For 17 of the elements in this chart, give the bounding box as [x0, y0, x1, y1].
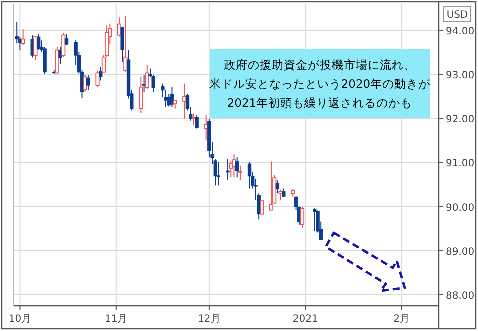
- y-tick-label: 90.00: [446, 202, 475, 214]
- y-tick-label: 93.00: [446, 70, 475, 82]
- y-tick-label: 88.00: [446, 290, 475, 302]
- x-tick-label: 2021: [292, 314, 318, 325]
- annotation: 米ドル安となったという2020年の動きが: [209, 77, 432, 91]
- annotation: 2021年初頭も繰り返されるのかも: [227, 96, 413, 110]
- annotation: 政府の援助資金が投機市場に流れ、: [224, 58, 416, 72]
- x-tick-label: 10月: [8, 314, 32, 325]
- x-tick-label: 11月: [105, 314, 128, 325]
- y-tick-label: 94.00: [446, 26, 475, 38]
- y-tick-label: 89.00: [446, 246, 475, 258]
- x-tick-label: 2月: [394, 314, 410, 325]
- y-tick-label: 91.00: [446, 158, 475, 170]
- y-axis-title: USD: [446, 10, 468, 21]
- x-tick-label: 12月: [198, 314, 221, 325]
- annotation: 政府の援助資金が投機市場に流れ、 米ドル安となったという2020年の動きが 2021年初頭も繰り返されるのかも: [209, 49, 431, 118]
- y-tick-label: 92.00: [446, 114, 475, 126]
